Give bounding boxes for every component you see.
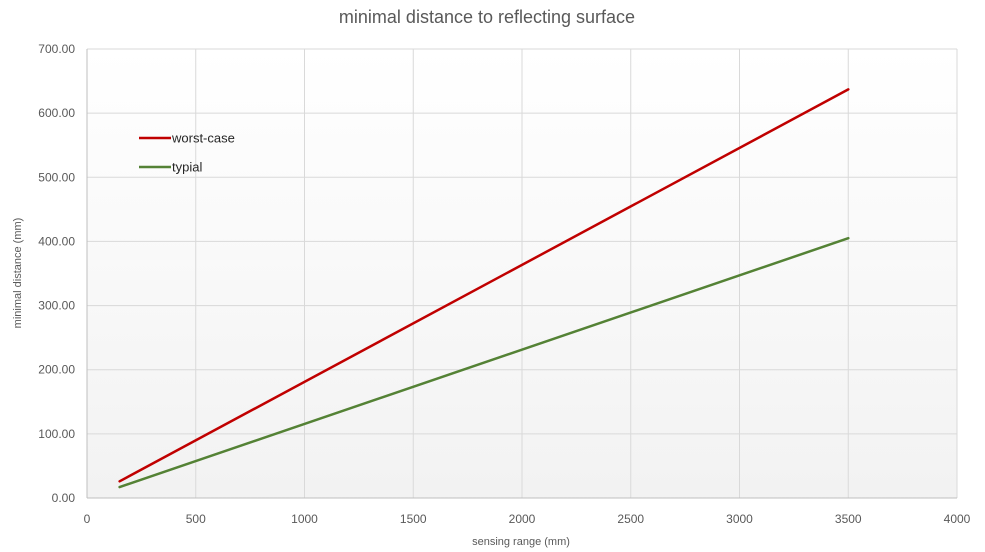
x-tick-label: 0 — [84, 512, 91, 526]
y-tick-label: 100.00 — [38, 427, 75, 441]
series-line-typial — [118, 236, 850, 489]
series-line-worst-case — [118, 88, 850, 483]
y-tick-label: 600.00 — [38, 106, 75, 120]
x-tick-label: 3000 — [726, 512, 753, 526]
x-axis-label: sensing range (mm) — [472, 536, 570, 548]
y-tick-label: 300.00 — [38, 299, 75, 313]
x-tick-label: 2000 — [509, 512, 536, 526]
y-tick-label: 0.00 — [52, 491, 76, 505]
y-axis-label: minimal distance (mm) — [12, 218, 24, 329]
y-tick-label: 700.00 — [38, 42, 75, 56]
x-tick-label: 1500 — [400, 512, 427, 526]
series-lines — [118, 88, 850, 489]
y-tick-label: 200.00 — [38, 363, 75, 377]
x-tick-label: 3500 — [835, 512, 862, 526]
x-tick-label: 4000 — [944, 512, 971, 526]
x-tick-label: 1000 — [291, 512, 318, 526]
gridlines — [87, 48, 958, 498]
x-tick-label: 2500 — [617, 512, 644, 526]
y-tick-label: 500.00 — [38, 170, 75, 184]
x-tick-label: 500 — [186, 512, 206, 526]
legend: worst-case typial — [139, 131, 235, 175]
y-tick-label: 400.00 — [38, 234, 75, 248]
legend-label-worst-case: worst-case — [171, 131, 235, 146]
chart-title: minimal distance to reflecting surface — [339, 7, 635, 27]
legend-label-typial: typial — [172, 160, 202, 175]
axes: 0 500 1000 1500 2000 2500 3000 3500 4000 0.00 100.… — [38, 42, 970, 526]
